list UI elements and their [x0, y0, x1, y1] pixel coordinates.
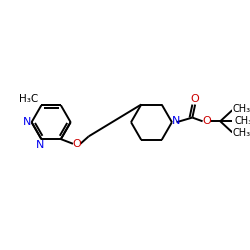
Text: O: O [191, 94, 200, 104]
Text: O: O [202, 116, 211, 126]
Text: N: N [36, 140, 44, 150]
Text: N: N [172, 116, 180, 126]
Text: CH₃: CH₃ [234, 116, 250, 126]
Text: N: N [23, 117, 31, 127]
Text: O: O [72, 139, 81, 149]
Text: H₃C: H₃C [19, 94, 38, 104]
Text: CH₃: CH₃ [232, 128, 250, 138]
Text: CH₃: CH₃ [232, 104, 250, 114]
